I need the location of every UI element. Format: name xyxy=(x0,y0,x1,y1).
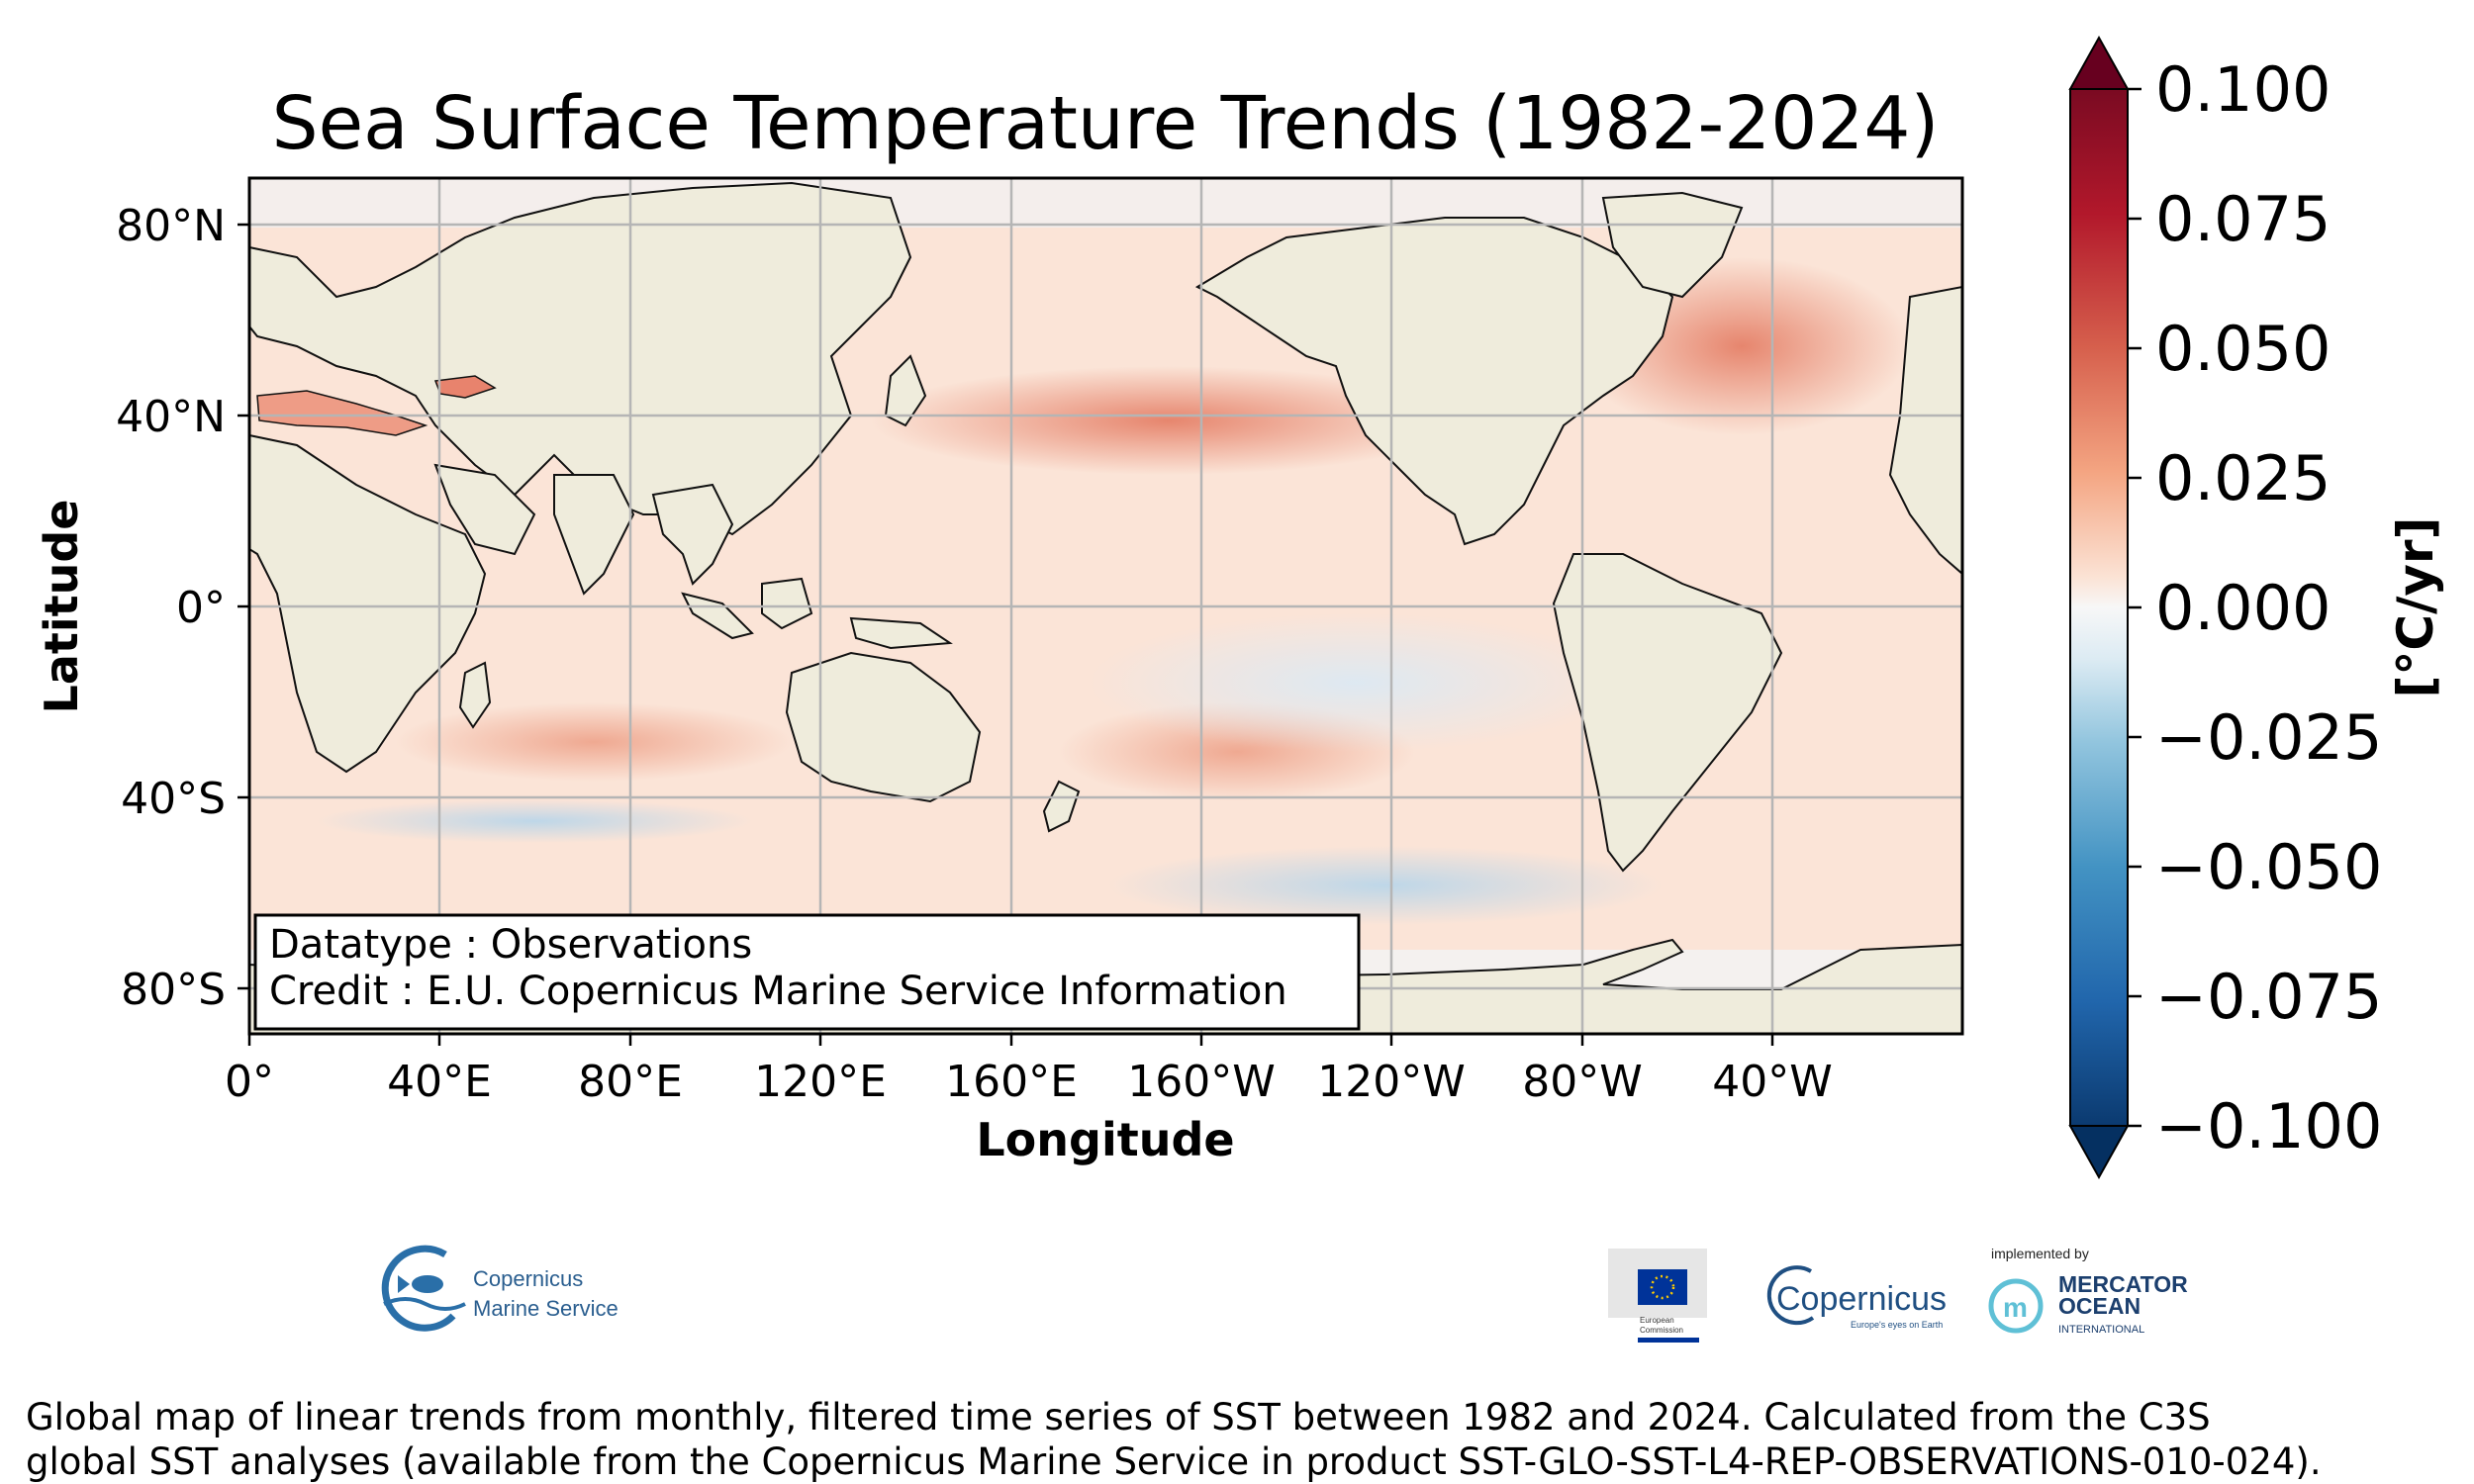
mercator-text-3: INTERNATIONAL xyxy=(2058,1324,2144,1336)
colorbar-ticks: 0.100 0.075 0.050 0.025 0.000 −0.025 −0.… xyxy=(2128,53,2382,1162)
copernicus-marine-arc-icon xyxy=(381,1245,456,1332)
land-australia xyxy=(785,651,982,803)
y-tick-40n: 40°N xyxy=(116,392,226,442)
land-india xyxy=(553,474,635,596)
eastern-pacific-cool-anomaly xyxy=(1089,613,1623,752)
mercator-ocean-logo: implemented by m MERCATOR OCEAN INTERNAT… xyxy=(1988,1246,2188,1336)
land-new-guinea xyxy=(849,616,953,650)
x-tick-40w: 40°W xyxy=(1712,1057,1833,1107)
fish-tail-icon xyxy=(398,1275,410,1293)
cb-tick-neg0075: −0.075 xyxy=(2155,961,2382,1033)
land-arabia xyxy=(433,463,536,556)
ec-text-2: Commission xyxy=(1640,1326,1683,1335)
mercator-m-icon xyxy=(1988,1278,2044,1334)
x-tick-40e: 40°E xyxy=(387,1057,492,1107)
mercator-implemented-by: implemented by xyxy=(1991,1246,2089,1261)
ec-underline xyxy=(1638,1338,1699,1343)
cb-tick-neg0050: −0.050 xyxy=(2155,831,2382,903)
land-japan xyxy=(884,354,927,427)
copernicus-marine-logo: Copernicus Marine Service xyxy=(381,1245,618,1332)
copernicus-swoosh-icon xyxy=(1766,1265,1815,1326)
indian-ocean-warm-anomaly xyxy=(396,702,792,782)
cb-tick-0050: 0.050 xyxy=(2155,313,2331,385)
land-eurasia xyxy=(249,181,912,536)
x-tick-120w: 120°W xyxy=(1317,1057,1466,1107)
land-europe-east-edge xyxy=(1888,285,1962,576)
land-south-america xyxy=(1552,553,1783,873)
y-tick-0: 0° xyxy=(176,583,226,633)
y-tick-80s: 80°S xyxy=(121,965,226,1015)
copernicus-logo: Copernicus Europe's eyes on Earth xyxy=(1766,1265,1947,1330)
cb-tick-0100: 0.100 xyxy=(2155,53,2331,126)
x-axis-label: Longitude xyxy=(976,1113,1234,1166)
colorbar-gradient xyxy=(2069,88,2129,1127)
cb-tick-neg0025: −0.025 xyxy=(2155,701,2382,774)
copernicus-wordmark: Copernicus xyxy=(1776,1280,1947,1318)
mercator-text-1: MERCATOR xyxy=(2058,1271,2188,1297)
southern-ocean-cool-anomaly-1 xyxy=(1108,846,1663,925)
copernicus-marine-text-2: Marine Service xyxy=(473,1296,618,1321)
caption-line-1: Global map of linear trends from monthly… xyxy=(26,1396,2211,1438)
info-box-credit: Credit : E.U. Copernicus Marine Service … xyxy=(269,969,1287,1014)
north-pacific-warm-anomaly xyxy=(871,366,1465,475)
cb-tick-0025: 0.025 xyxy=(2155,442,2331,514)
x-tick-80e: 80°E xyxy=(578,1057,683,1107)
x-tick-0: 0° xyxy=(225,1057,274,1107)
cb-tick-neg0100: −0.100 xyxy=(2155,1090,2382,1162)
colorbar: 0.100 0.075 0.050 0.025 0.000 −0.025 −0.… xyxy=(2068,35,2444,1180)
land-north-america xyxy=(1194,217,1674,546)
land-indochina xyxy=(651,483,734,586)
y-tick-80n: 80°N xyxy=(116,201,226,251)
ec-star-ring-icon xyxy=(1650,1274,1675,1300)
land-africa xyxy=(249,433,487,774)
y-axis: 80°N 40°N 0° 40°S 80°S xyxy=(116,201,249,1015)
figure-caption: Global map of linear trends from monthly… xyxy=(26,1395,2460,1484)
mercator-m-glyph: m xyxy=(2003,1292,2028,1323)
land-new-zealand xyxy=(1042,780,1081,833)
info-box-frame xyxy=(253,913,1361,1031)
cb-tick-0000: 0.000 xyxy=(2155,572,2331,644)
land-sumatra xyxy=(681,592,754,640)
chart-title: Sea Surface Temperature Trends (1982-202… xyxy=(272,81,1940,166)
ec-text-1: European xyxy=(1640,1316,1674,1325)
y-tick-40s: 40°S xyxy=(121,774,226,824)
copernicus-marine-text-1: Copernicus xyxy=(473,1266,583,1291)
land-madagascar xyxy=(458,661,492,729)
copernicus-tagline: Europe's eyes on Earth xyxy=(1851,1320,1943,1330)
colorbar-label: [°C/yr] xyxy=(2387,517,2444,698)
x-tick-80w: 80°W xyxy=(1522,1057,1643,1107)
southern-ocean-cool-anomaly-2 xyxy=(317,799,752,843)
x-tick-160e: 160°E xyxy=(945,1057,1078,1107)
wave-icon xyxy=(383,1297,466,1311)
ec-flag-icon xyxy=(1638,1269,1687,1305)
european-commission-logo: European Commission xyxy=(1608,1249,1707,1343)
x-tick-160w: 160°W xyxy=(1127,1057,1276,1107)
colorbar-extend-bottom xyxy=(2068,1125,2130,1180)
colorbar-extend-top xyxy=(2068,35,2130,90)
land-greenland xyxy=(1601,191,1744,299)
fish-icon xyxy=(412,1275,443,1293)
land-borneo xyxy=(761,577,813,630)
y-axis-label: Latitude xyxy=(35,500,88,714)
mercator-text-2: OCEAN xyxy=(2058,1293,2141,1319)
mediterranean-sea xyxy=(256,390,428,436)
caption-line-2: global SST analyses (available from the … xyxy=(26,1440,2322,1483)
info-box-datatype: Datatype : Observations xyxy=(269,922,752,968)
cb-tick-0075: 0.075 xyxy=(2155,183,2331,255)
x-axis: 0° 40°E 80°E 120°E 160°E 160°W 120°W 80°… xyxy=(225,1034,1833,1107)
x-tick-120e: 120°E xyxy=(754,1057,887,1107)
info-box: Datatype : Observations Credit : E.U. Co… xyxy=(253,913,1361,1031)
map-area xyxy=(249,178,1962,1034)
